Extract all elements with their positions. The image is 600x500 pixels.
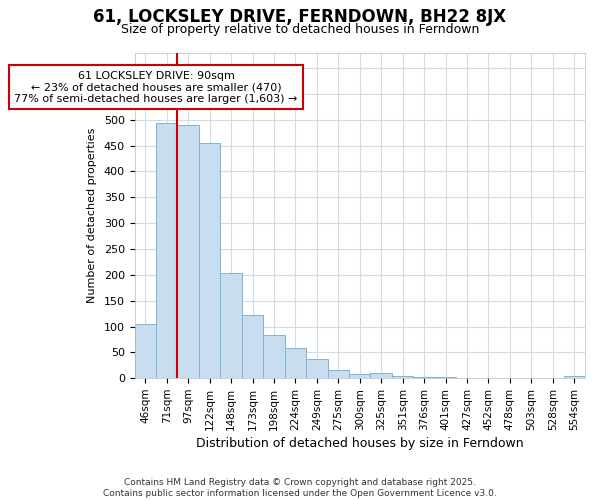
Bar (220, 274, 242, 378)
Bar (435, 377, 456, 378)
Bar (156, 124, 178, 378)
Bar (349, 374, 370, 378)
Text: 61, LOCKSLEY DRIVE, FERNDOWN, BH22 8JX: 61, LOCKSLEY DRIVE, FERNDOWN, BH22 8JX (94, 8, 506, 26)
Bar (134, 324, 156, 378)
Bar (306, 358, 328, 378)
X-axis label: Distribution of detached houses by size in Ferndown: Distribution of detached houses by size … (196, 437, 524, 450)
Bar (178, 125, 199, 378)
Text: 61 LOCKSLEY DRIVE: 90sqm
← 23% of detached houses are smaller (470)
77% of semi-: 61 LOCKSLEY DRIVE: 90sqm ← 23% of detach… (14, 70, 298, 104)
Bar (242, 314, 263, 378)
Bar (563, 376, 585, 378)
Bar (263, 336, 284, 378)
Bar (199, 143, 220, 378)
Bar (284, 348, 306, 378)
Bar (328, 370, 349, 378)
Text: Size of property relative to detached houses in Ferndown: Size of property relative to detached ho… (121, 22, 479, 36)
Bar (370, 373, 392, 378)
Bar (413, 376, 435, 378)
Bar (392, 376, 413, 378)
Text: Contains HM Land Registry data © Crown copyright and database right 2025.
Contai: Contains HM Land Registry data © Crown c… (103, 478, 497, 498)
Y-axis label: Number of detached properties: Number of detached properties (87, 128, 97, 303)
